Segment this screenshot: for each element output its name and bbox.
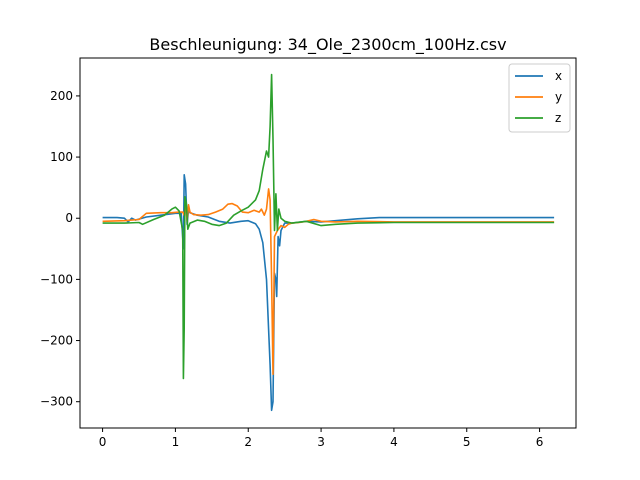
x-tick-label: 4 [390,435,398,449]
legend: xyz [508,63,571,133]
y-tick-label: −100 [40,272,73,286]
legend-label-x: x [555,69,562,83]
x-tick-label: 2 [244,435,252,449]
series-layer [102,73,555,412]
y-tick-label: −300 [40,395,73,409]
x-tick-label: 6 [536,435,544,449]
axes-layer: 0 1 2 3 4 5 6 −300 −200 −100 0 100 200 [40,89,543,449]
plot-area-frame [79,57,577,429]
legend-box [508,63,571,133]
x-tick-label: 5 [463,435,471,449]
legend-label-z: z [555,111,561,125]
x-tick-label: 0 [99,435,107,449]
series-line-z [102,73,555,380]
y-tick-label: 200 [50,89,73,103]
x-tick-label: 1 [172,435,180,449]
x-tick-label: 3 [317,435,325,449]
y-tick-label: 0 [65,211,73,225]
y-tick-label: 100 [50,150,73,164]
y-tick-label: −200 [40,334,73,348]
chart-title: Beschleunigung: 34_Ole_2300cm_100Hz.csv [149,35,506,55]
legend-label-y: y [555,90,562,104]
